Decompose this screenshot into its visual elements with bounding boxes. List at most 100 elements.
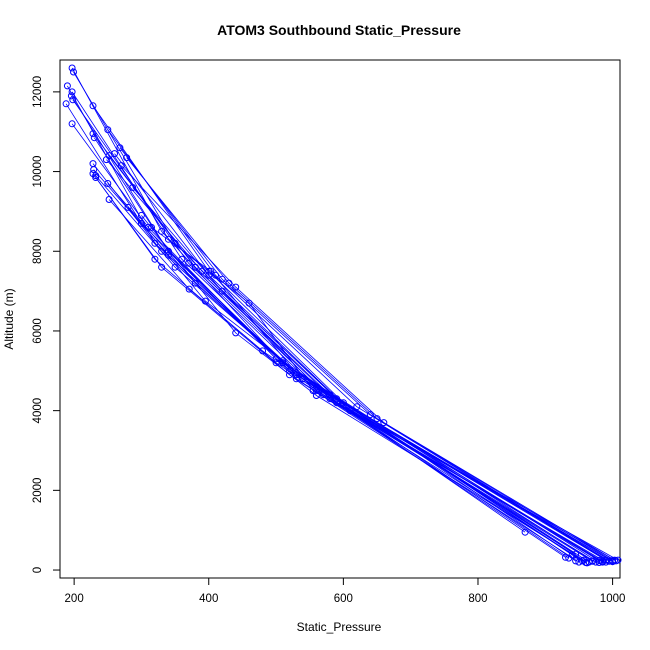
data-point xyxy=(89,130,97,138)
y-tick-label: 6000 xyxy=(32,318,44,344)
data-point xyxy=(62,100,70,108)
data-point xyxy=(116,144,124,152)
chart-title: ATOM3 Southbound Static_Pressure xyxy=(217,22,461,38)
series-1 xyxy=(68,64,613,565)
data-point xyxy=(68,64,76,72)
series-10 xyxy=(104,126,610,564)
data-point xyxy=(599,557,606,565)
data-point xyxy=(580,556,588,564)
series-line xyxy=(67,85,607,561)
data-point xyxy=(286,371,293,379)
series-7 xyxy=(62,100,603,566)
y-tick-label: 10000 xyxy=(32,156,44,188)
series-4 xyxy=(68,88,620,565)
data-point xyxy=(137,219,145,227)
data-point xyxy=(70,68,77,76)
data-point xyxy=(521,528,529,536)
data-point xyxy=(129,184,137,191)
y-tick-label: 8000 xyxy=(32,238,44,264)
series-6 xyxy=(69,96,622,564)
series-line xyxy=(168,238,607,563)
data-point xyxy=(595,557,603,564)
x-axis: 200 400 600 800 1000 xyxy=(65,577,625,605)
series-13 xyxy=(116,144,617,564)
series-line xyxy=(119,147,613,561)
series-5 xyxy=(67,92,606,566)
data-point xyxy=(63,82,71,90)
series-2 xyxy=(70,68,617,565)
data-point xyxy=(232,329,240,337)
x-tick-label: 400 xyxy=(199,593,218,605)
series-16 xyxy=(123,154,619,564)
series-line xyxy=(72,99,619,561)
data-point xyxy=(104,126,112,134)
data-point xyxy=(68,88,76,96)
series-line xyxy=(93,169,570,559)
series-line xyxy=(92,105,613,563)
y-axis-label: Altitude (m) xyxy=(2,288,16,349)
series-line xyxy=(71,67,610,562)
series-9 xyxy=(68,120,596,565)
series-8 xyxy=(89,102,617,566)
series-line xyxy=(73,71,613,562)
data-point xyxy=(592,558,600,566)
series-3 xyxy=(63,82,610,564)
data-point xyxy=(602,558,610,566)
plot-frame xyxy=(59,59,621,579)
series-line xyxy=(71,91,617,562)
y-axis: 0 2000 4000 6000 8000 10000 12000 xyxy=(32,76,61,573)
data-point xyxy=(117,162,125,170)
data-point xyxy=(90,134,98,142)
x-axis-label: Static_Pressure xyxy=(297,620,382,634)
y-tick-label: 2000 xyxy=(32,478,44,504)
series-19 xyxy=(117,162,613,565)
series-30 xyxy=(164,235,610,566)
series-line xyxy=(108,199,526,533)
series-25 xyxy=(129,184,603,564)
data-point xyxy=(124,203,132,211)
data-point xyxy=(123,154,131,162)
series-line xyxy=(65,103,600,563)
data-point xyxy=(212,271,219,279)
x-tick-label: 800 xyxy=(468,593,487,605)
data-point xyxy=(185,259,193,267)
series-line xyxy=(108,155,590,563)
series-group xyxy=(62,64,622,567)
series-line xyxy=(121,165,610,562)
data-point xyxy=(92,174,100,181)
data-point xyxy=(380,419,388,427)
data-point xyxy=(218,287,226,295)
data-point xyxy=(90,166,98,174)
y-tick-label: 12000 xyxy=(32,76,44,108)
data-point xyxy=(69,96,77,104)
data-point xyxy=(292,369,300,377)
series-23 xyxy=(92,174,583,566)
data-point xyxy=(164,235,172,243)
series-line xyxy=(127,207,576,562)
data-point xyxy=(92,172,100,180)
data-point xyxy=(309,387,317,395)
series-line xyxy=(126,157,615,561)
data-point xyxy=(578,557,586,565)
data-point xyxy=(366,411,374,419)
data-point xyxy=(158,263,166,271)
y-tick-label: 0 xyxy=(32,567,44,573)
data-point xyxy=(102,156,110,164)
data-point xyxy=(201,297,209,305)
data-point xyxy=(572,557,580,565)
series-line xyxy=(107,129,607,561)
series-line xyxy=(132,187,600,561)
data-point xyxy=(148,223,155,231)
x-tick-label: 200 xyxy=(65,593,84,605)
series-11 xyxy=(89,130,600,566)
data-point xyxy=(207,267,215,275)
series-line xyxy=(71,123,593,562)
data-point xyxy=(67,92,75,100)
data-point xyxy=(137,211,145,219)
series-24 xyxy=(104,180,596,565)
data-point xyxy=(353,403,361,411)
data-point xyxy=(105,196,113,203)
series-14 xyxy=(111,150,606,565)
data-point xyxy=(191,279,199,287)
